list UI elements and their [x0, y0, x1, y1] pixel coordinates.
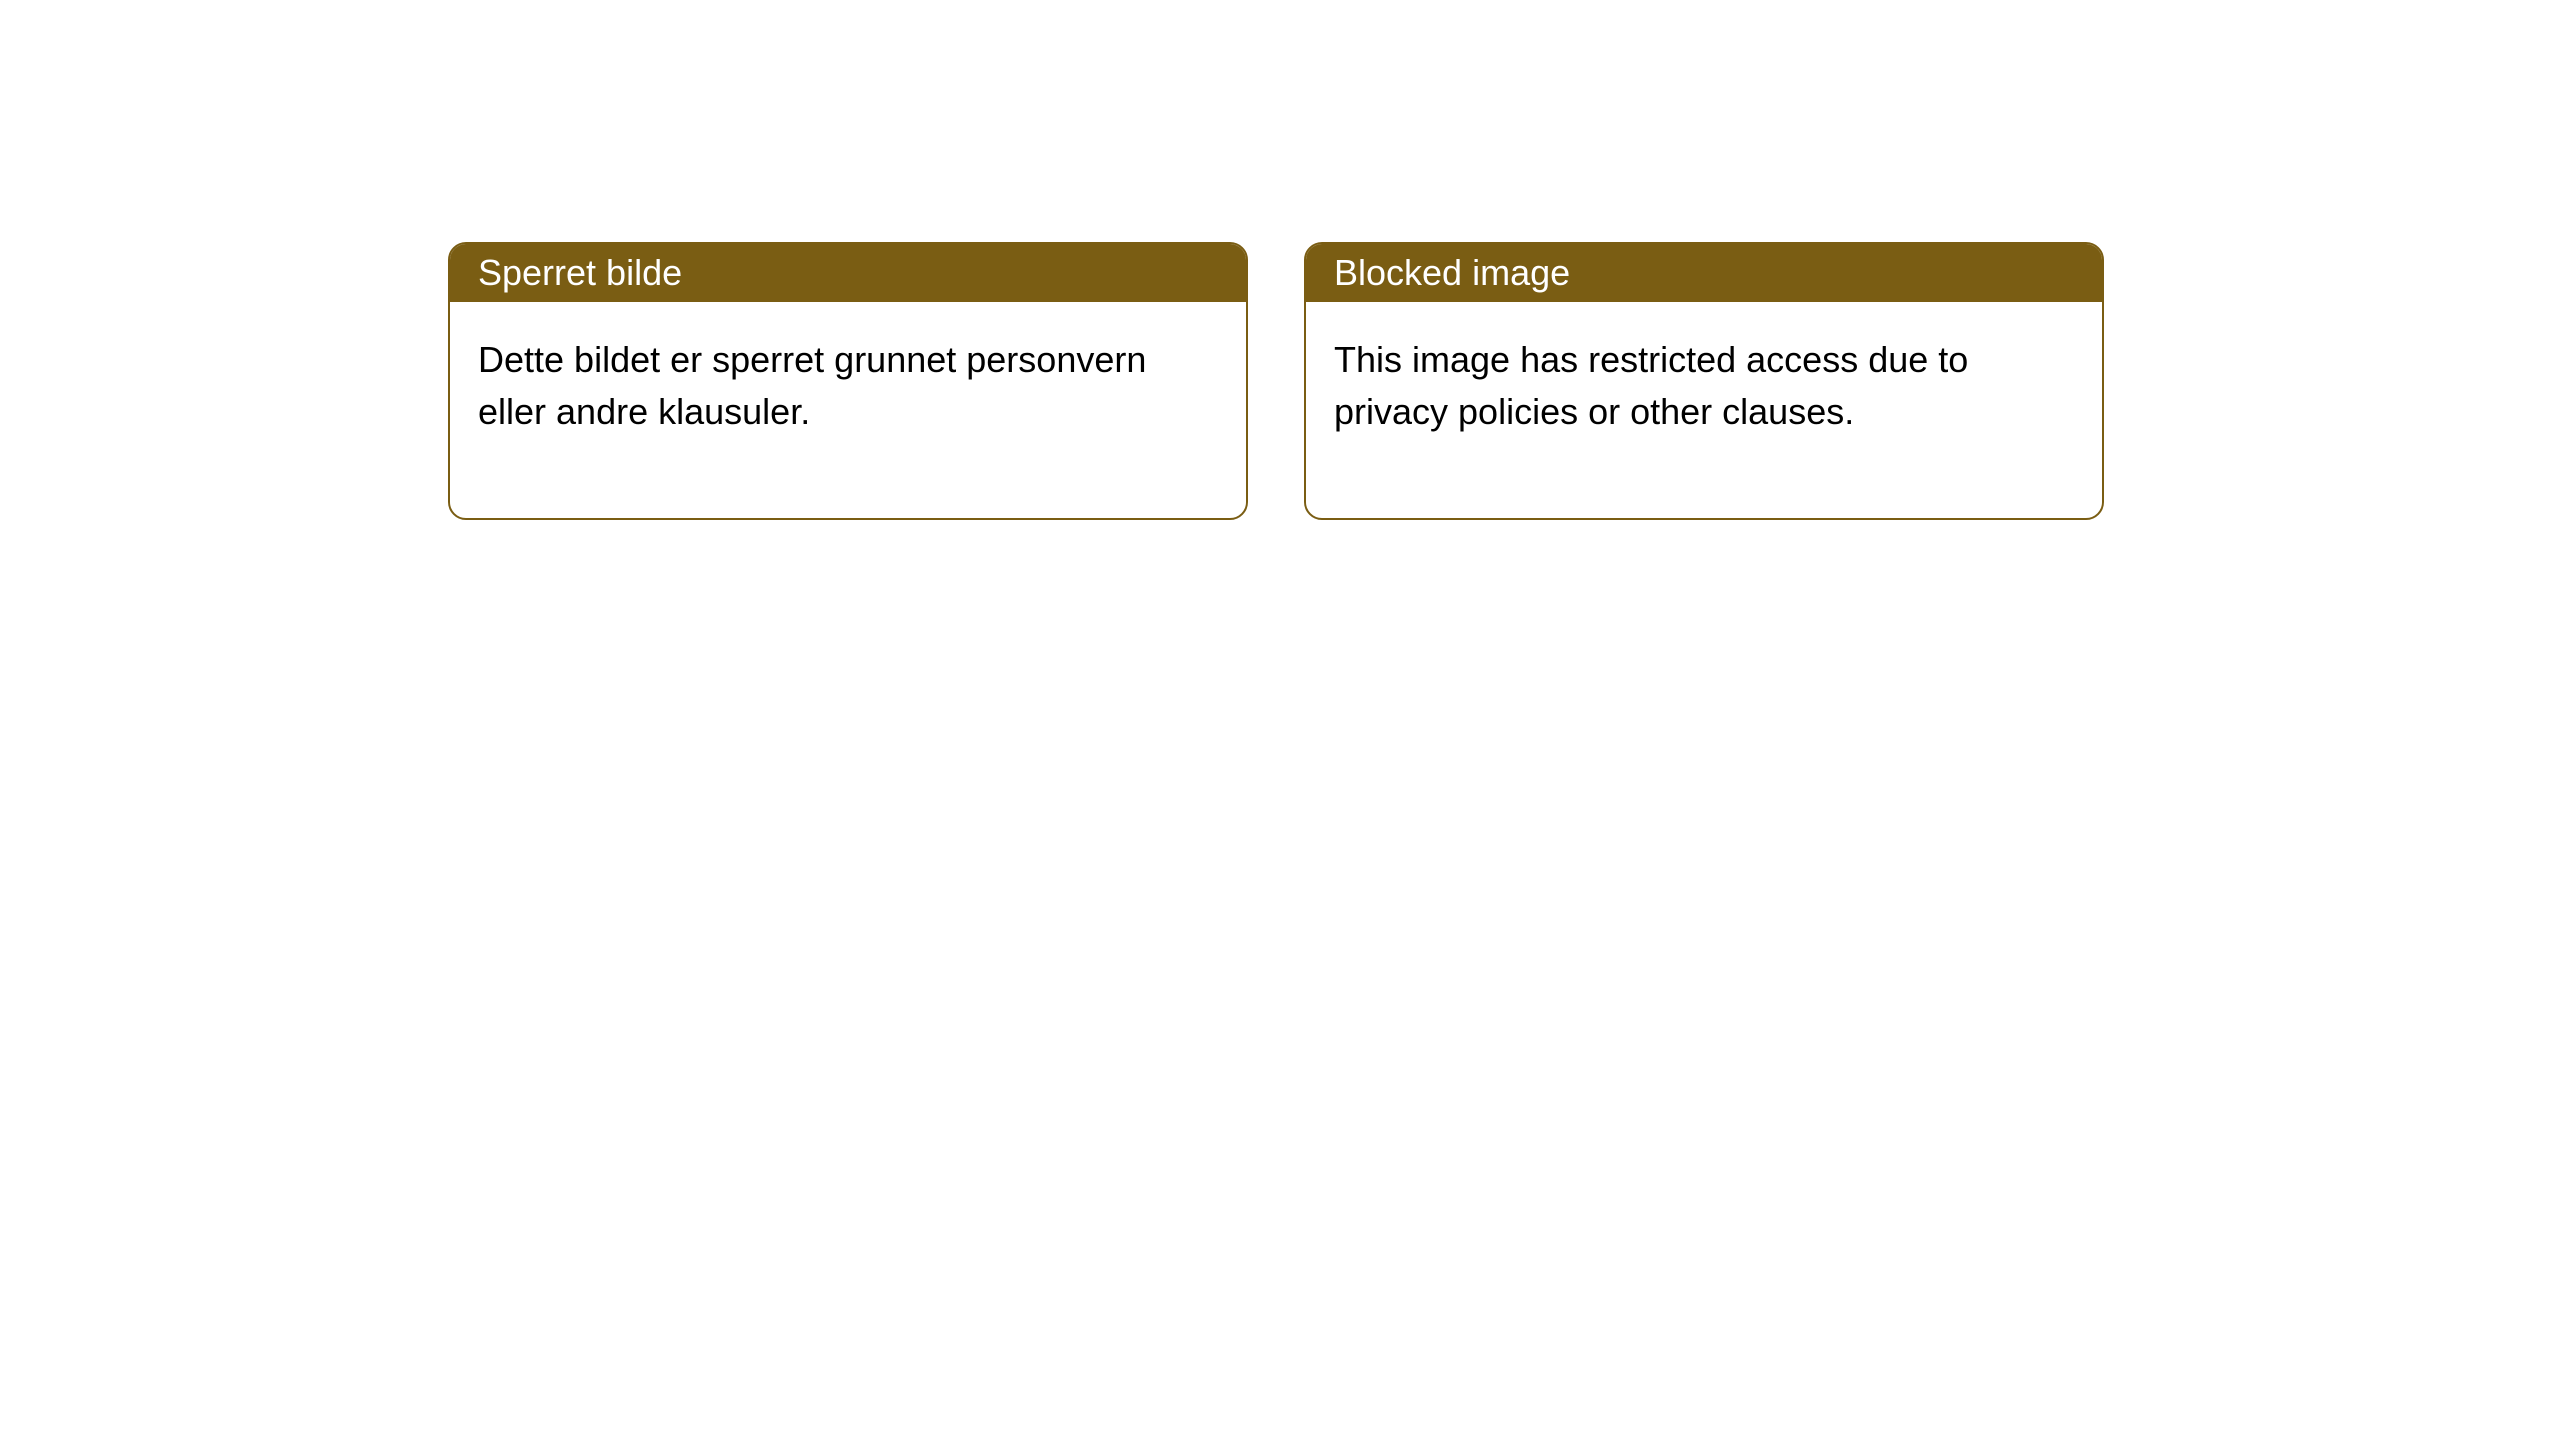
notice-cards-container: Sperret bilde Dette bildet er sperret gr… [448, 242, 2104, 520]
card-body: Dette bildet er sperret grunnet personve… [450, 302, 1246, 518]
card-body-text: Dette bildet er sperret grunnet personve… [478, 339, 1146, 432]
card-body-text: This image has restricted access due to … [1334, 339, 1968, 432]
card-title: Sperret bilde [478, 252, 682, 293]
card-header: Sperret bilde [450, 244, 1246, 302]
notice-card-english: Blocked image This image has restricted … [1304, 242, 2104, 520]
card-header: Blocked image [1306, 244, 2102, 302]
card-title: Blocked image [1334, 252, 1570, 293]
notice-card-norwegian: Sperret bilde Dette bildet er sperret gr… [448, 242, 1248, 520]
card-body: This image has restricted access due to … [1306, 302, 2102, 518]
